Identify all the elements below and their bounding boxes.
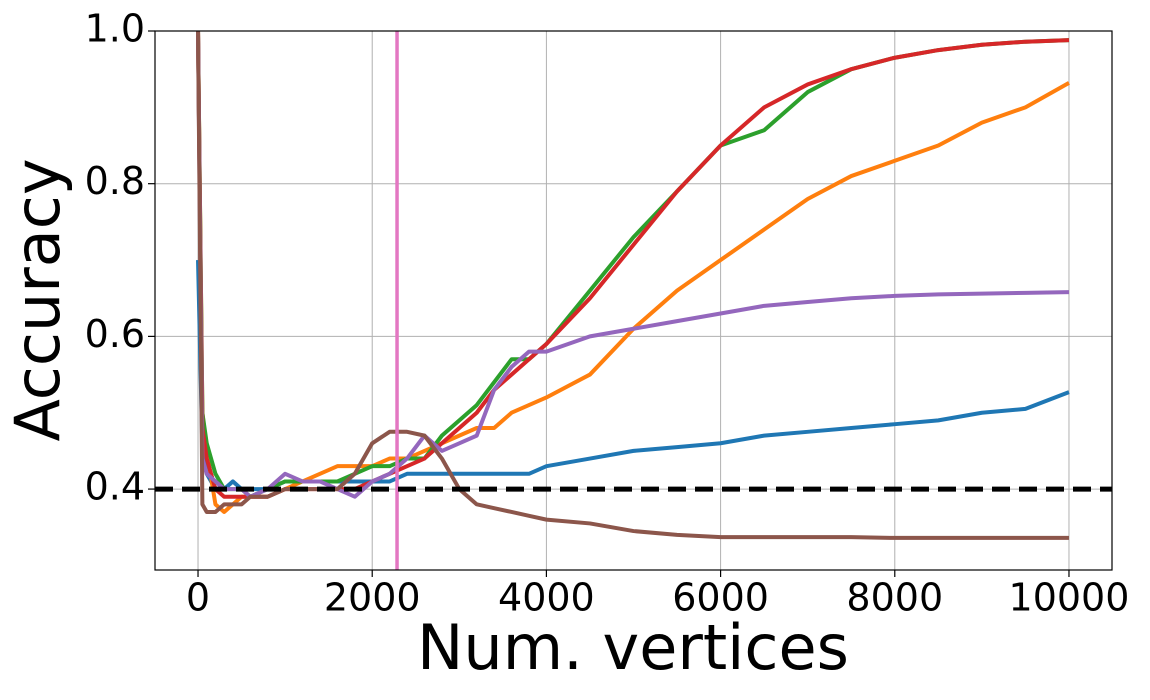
y-tick-label: 0.4 — [85, 465, 145, 509]
series-line — [196, 31, 1070, 499]
series-line — [196, 31, 1070, 499]
x-tick-label: 4000 — [498, 576, 595, 620]
y-tick-label: 1.0 — [85, 7, 145, 51]
plot-frame — [154, 30, 1113, 571]
y-tick-label: 0.8 — [85, 159, 145, 203]
y-tick-label: 0.6 — [85, 312, 145, 356]
y-axis-label: Accuracy — [1, 158, 74, 441]
series-line — [196, 31, 1070, 499]
series-line — [196, 31, 1070, 514]
x-tick-label: 10000 — [1009, 576, 1130, 620]
x-axis-label: Num. vertices — [417, 611, 849, 684]
x-tick-label: 2000 — [324, 576, 421, 620]
x-tick-label: 8000 — [846, 576, 943, 620]
series-line — [196, 31, 1069, 540]
x-tick-label: 0 — [186, 576, 210, 620]
x-tick-label: 6000 — [672, 576, 769, 620]
